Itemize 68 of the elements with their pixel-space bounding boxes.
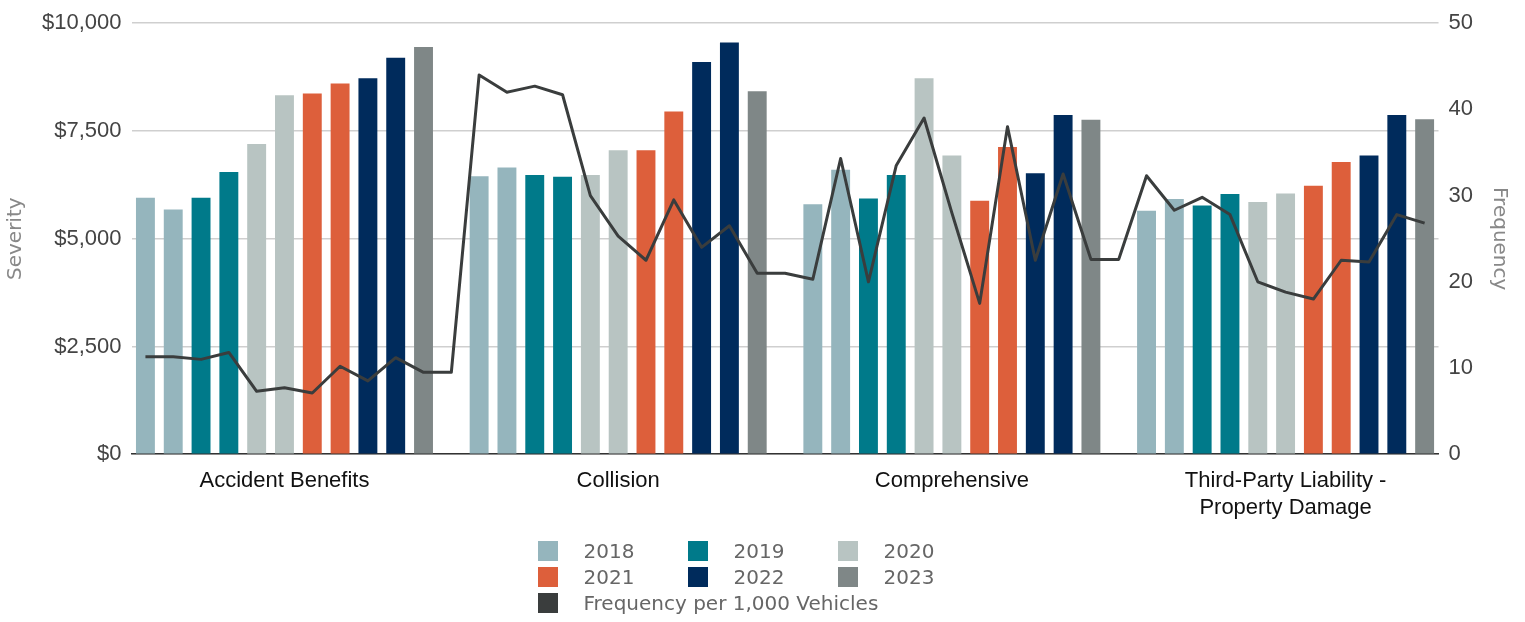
bar: [1331, 161, 1351, 454]
legend-label: 2020: [883, 539, 935, 563]
bar: [275, 95, 294, 454]
bar: [191, 197, 211, 454]
bar: [998, 146, 1017, 454]
bar: [886, 174, 906, 454]
y-tick-label: $2,500: [54, 332, 122, 358]
bar: [497, 167, 517, 454]
bar: [1192, 205, 1212, 454]
legend-label: 2019: [733, 539, 785, 563]
bar: [1303, 185, 1323, 454]
bar: [970, 200, 990, 454]
y2-tick-label: 10: [1448, 354, 1474, 380]
bar: [358, 78, 378, 454]
bar: [302, 93, 322, 454]
bar: [692, 61, 712, 454]
bar: [942, 155, 962, 454]
bar: [831, 169, 851, 454]
bar: [1164, 199, 1184, 454]
x-tick-label: Third-Party Liability - Property Damage: [1184, 467, 1387, 519]
bar: [330, 83, 350, 454]
bar: [469, 176, 489, 454]
bar: [719, 42, 739, 454]
x-tick-label: Accident Benefits: [199, 467, 370, 493]
bar: [1025, 173, 1045, 454]
bar: [636, 150, 656, 454]
legend-label: 2018: [583, 539, 635, 563]
y-tick-label: $7,500: [54, 117, 122, 143]
bar: [1081, 119, 1101, 454]
legend-label: 2021: [583, 565, 635, 589]
legend-label: 2022: [733, 565, 785, 589]
y-tick-label: $10,000: [41, 9, 122, 35]
y2-tick-label: 0: [1448, 440, 1461, 466]
bar: [1137, 210, 1156, 454]
bar: [386, 57, 406, 454]
bar: [525, 174, 545, 454]
bar: [580, 174, 600, 454]
bar: [553, 176, 573, 454]
bar: [1387, 115, 1407, 454]
bar: [1053, 115, 1073, 454]
bar: [219, 171, 239, 454]
bar: [414, 46, 433, 454]
bar: [803, 204, 823, 454]
bar: [747, 91, 767, 454]
y-axis-title: Severity: [2, 197, 27, 280]
bar: [859, 198, 878, 454]
x-tick-label: Comprehensive: [874, 467, 1029, 493]
bar: [664, 111, 684, 454]
legend-label: 2023: [883, 565, 935, 589]
bar: [247, 143, 267, 454]
bar: [608, 150, 628, 454]
bar: [914, 78, 934, 454]
y-tick-label: $5,000: [54, 224, 122, 250]
bar: [1276, 193, 1296, 454]
y2-axis-title: Frequency: [1488, 187, 1513, 291]
bar: [1248, 202, 1268, 454]
bar: [1415, 119, 1435, 454]
bar: [163, 209, 183, 454]
y2-tick-label: 30: [1448, 181, 1474, 207]
bar: [1359, 155, 1379, 454]
y-tick-label: $0: [97, 440, 122, 466]
y2-tick-label: 40: [1448, 95, 1474, 121]
legend-label: Frequency per 1,000 Vehicles: [583, 591, 879, 615]
bar: [1220, 193, 1240, 454]
y2-tick-label: 50: [1448, 9, 1474, 35]
x-tick-label: Collision: [576, 467, 660, 493]
bar: [135, 197, 155, 454]
y2-tick-label: 20: [1448, 267, 1474, 293]
